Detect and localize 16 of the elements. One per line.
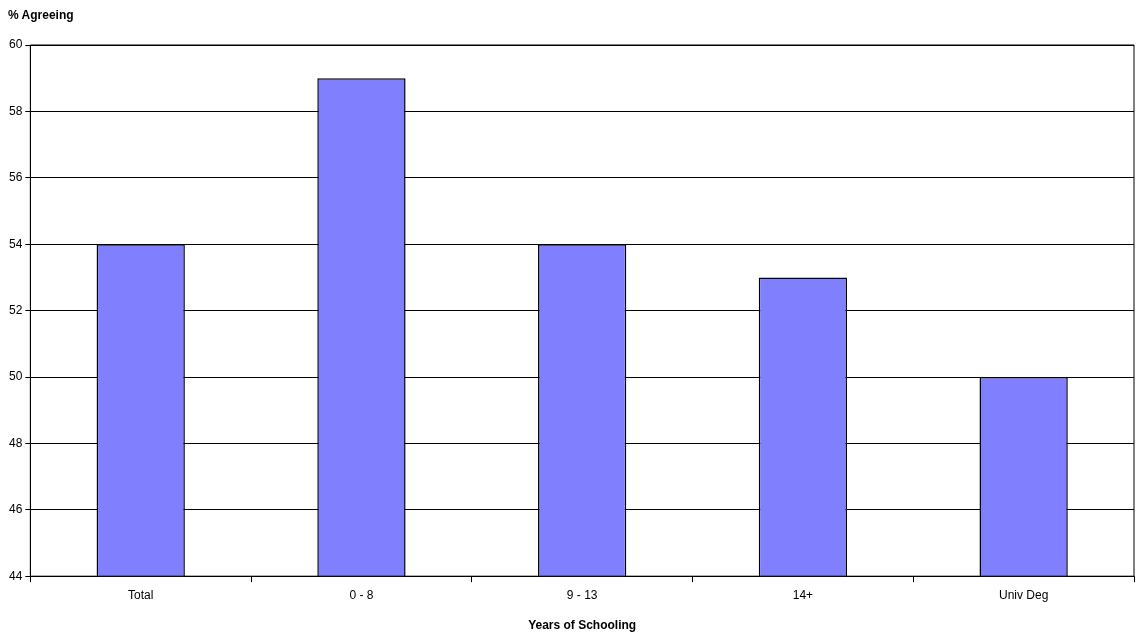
y-tick-label: 50: [8, 369, 23, 384]
y-tick-label: 54: [8, 236, 23, 251]
x-tick-label: 0 - 8: [349, 587, 374, 602]
y-tick-label: 58: [8, 103, 23, 118]
x-tick-label: Total: [128, 587, 154, 602]
x-tick-label: 14+: [792, 587, 814, 602]
y-tick-label: 52: [8, 302, 23, 317]
y-tick-label: 44: [8, 568, 23, 583]
y-tick-label: 60: [8, 37, 23, 52]
y-tick-label: 46: [8, 502, 23, 517]
y-tick-label: 48: [8, 435, 23, 450]
y-axis-title: % Agreeing: [8, 8, 74, 22]
y-tick-label: 56: [8, 170, 23, 185]
x-tick-label: 9 - 13: [566, 587, 598, 602]
x-axis-title: Years of Schooling: [528, 618, 637, 633]
x-tick-label: Univ Deg: [998, 587, 1049, 602]
